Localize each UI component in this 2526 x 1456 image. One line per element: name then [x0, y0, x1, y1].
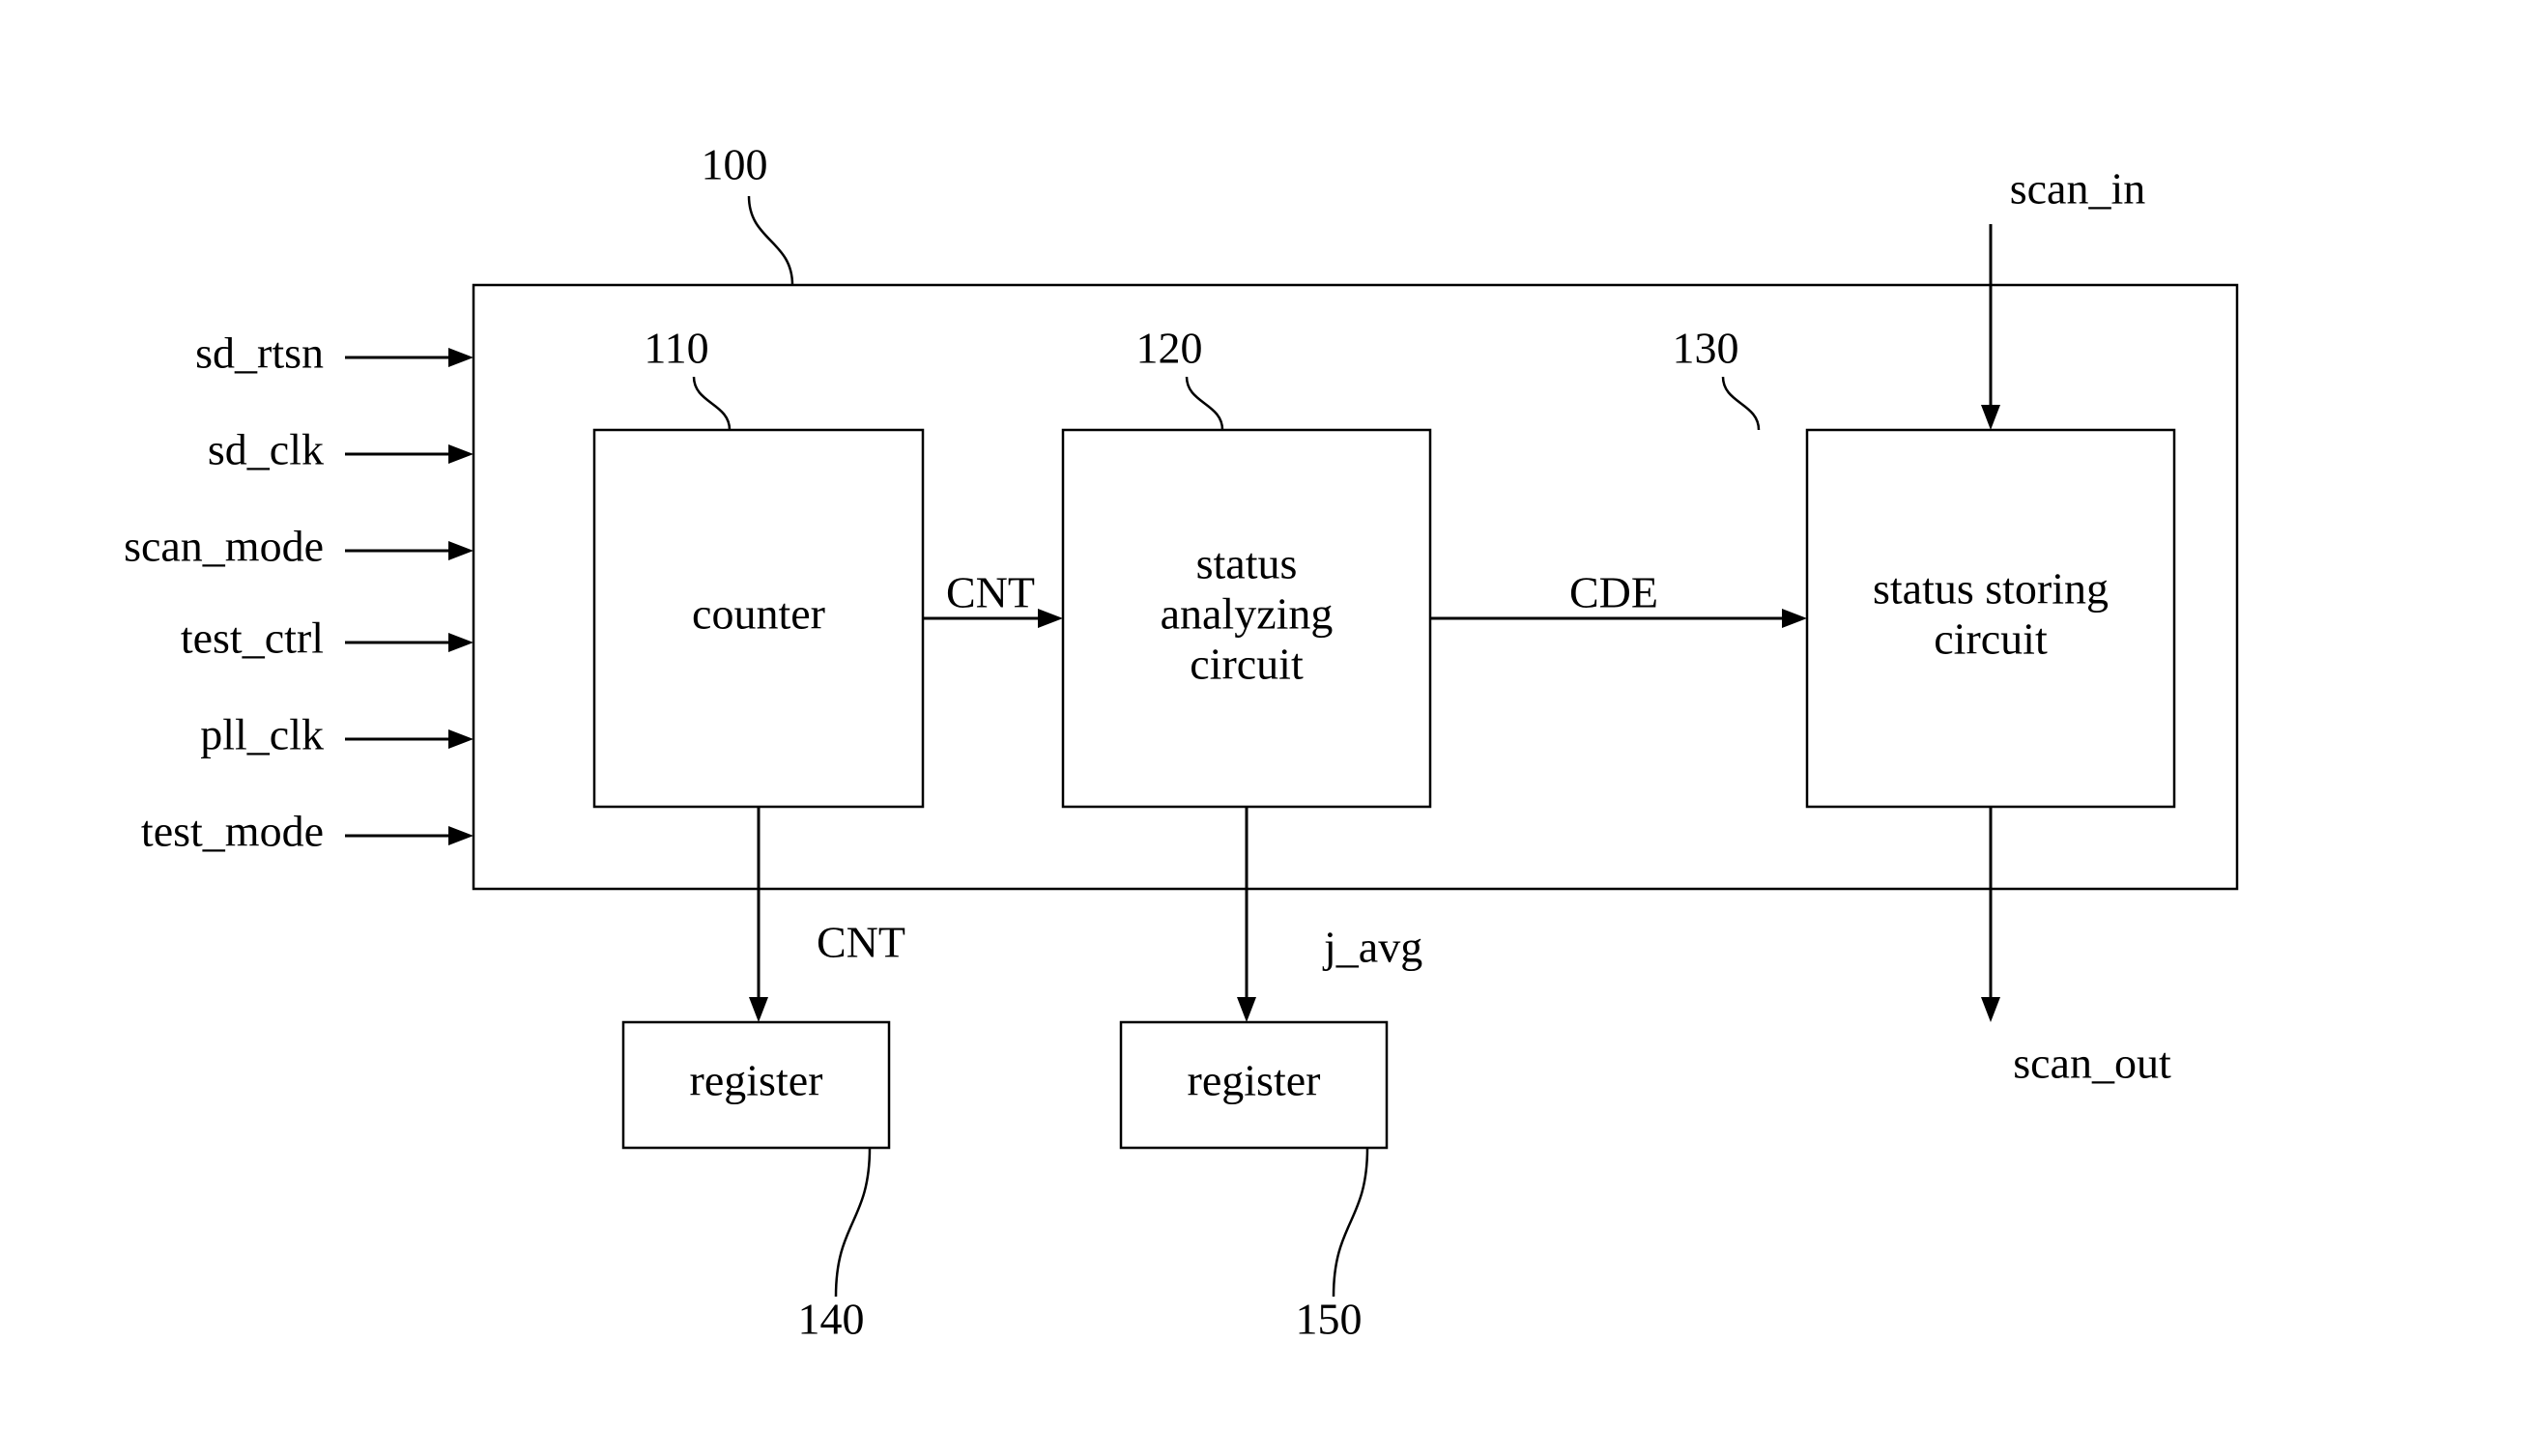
- ref-100: 100: [702, 140, 768, 189]
- storing-label-1: status storing: [1873, 564, 2109, 614]
- leader-140: [836, 1148, 870, 1297]
- input-label-1: sd_clk: [208, 425, 324, 474]
- input-label-2: scan_mode: [124, 522, 324, 571]
- register-1-label: register: [690, 1056, 823, 1105]
- input-label-5: test_mode: [141, 807, 324, 856]
- label-javg: j_avg: [1322, 923, 1422, 972]
- label-cnt-h: CNT: [946, 568, 1035, 617]
- ref-120: 120: [1136, 324, 1203, 373]
- counter-label: counter: [692, 589, 825, 639]
- storing-label-2: circuit: [1934, 614, 2048, 664]
- input-label-3: test_ctrl: [181, 614, 324, 663]
- register-2-label: register: [1188, 1056, 1321, 1105]
- analyzer-label-1: status: [1196, 539, 1298, 588]
- ref-140: 140: [798, 1295, 865, 1344]
- ref-150: 150: [1296, 1295, 1363, 1344]
- ref-110: 110: [644, 324, 708, 373]
- label-cde: CDE: [1569, 568, 1658, 617]
- ref-130: 130: [1673, 324, 1739, 373]
- input-label-0: sd_rtsn: [195, 328, 324, 378]
- analyzer-label-3: circuit: [1190, 640, 1304, 689]
- label-scan-out: scan_out: [2013, 1039, 2171, 1088]
- analyzer-label-2: analyzing: [1161, 589, 1334, 639]
- label-scan-in: scan_in: [2010, 164, 2146, 214]
- input-label-4: pll_clk: [200, 710, 324, 759]
- leader-100: [749, 196, 792, 285]
- leader-150: [1334, 1148, 1367, 1297]
- label-cnt-v: CNT: [817, 918, 905, 967]
